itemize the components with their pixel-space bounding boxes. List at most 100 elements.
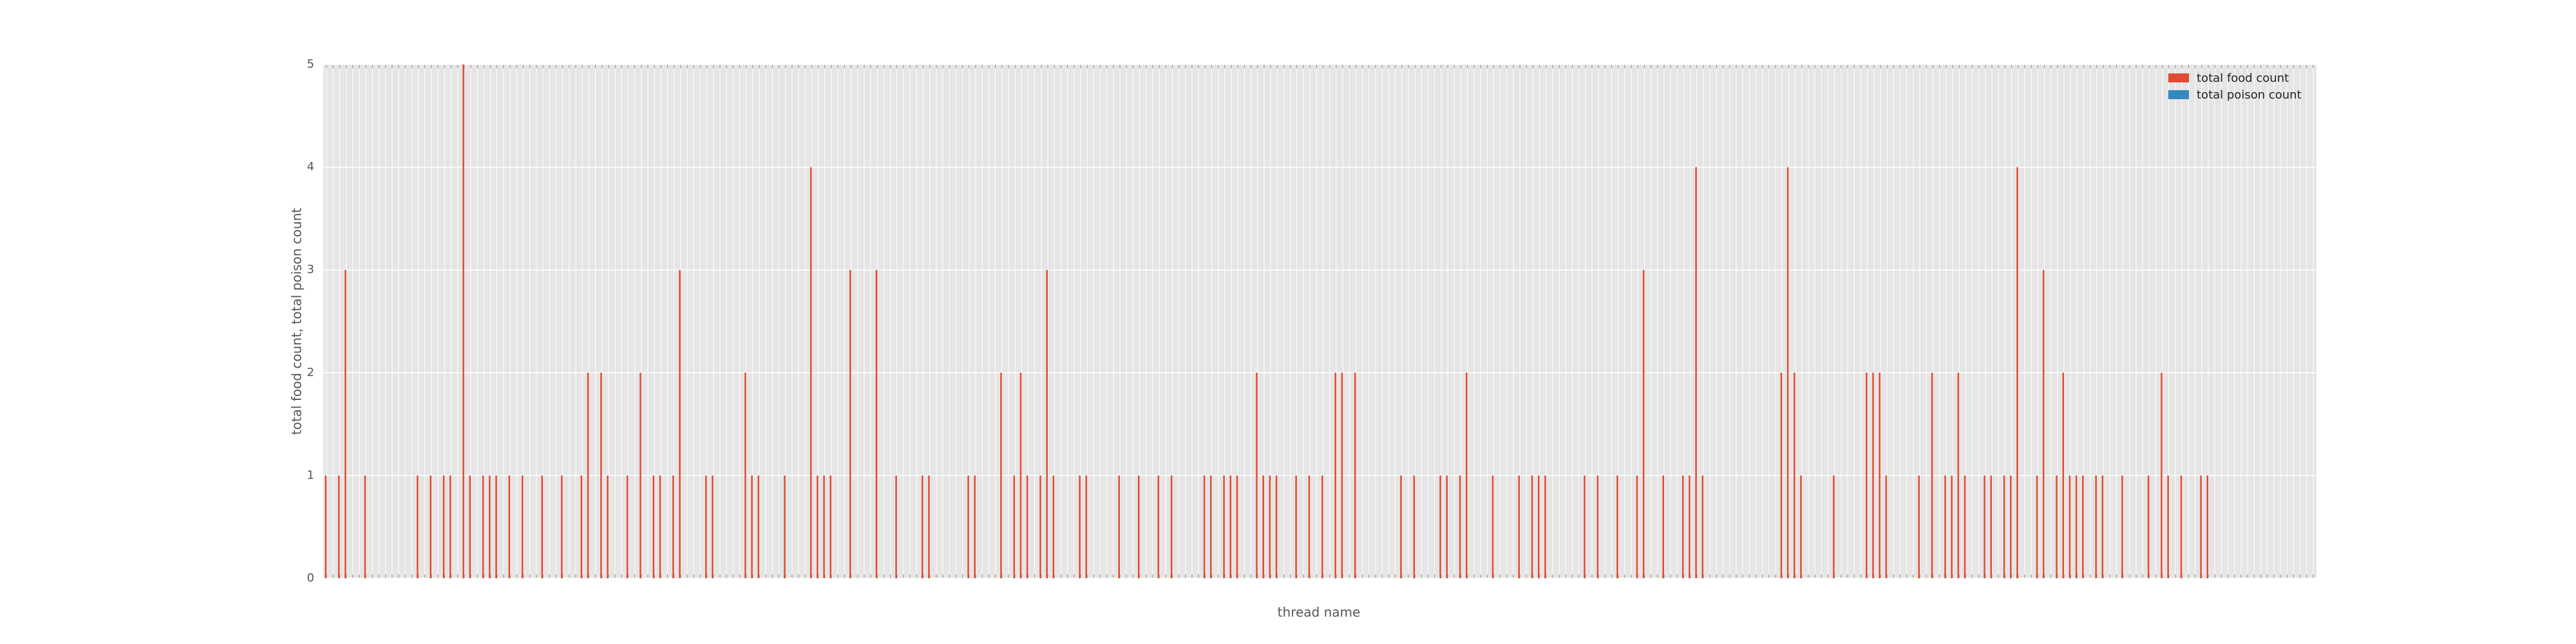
bar [1616, 475, 1618, 578]
bar [1466, 372, 1468, 578]
bar [784, 475, 786, 578]
bar [1492, 475, 1494, 578]
bar [1885, 475, 1888, 578]
bar [2056, 475, 2058, 578]
bar [449, 475, 451, 578]
bar [2042, 270, 2045, 578]
bar [1544, 475, 1546, 578]
bar [337, 475, 340, 578]
bar [705, 475, 707, 578]
x-axis-label: thread name [1278, 605, 1361, 620]
bar [1157, 475, 1160, 578]
bar [659, 475, 661, 578]
bar [325, 475, 327, 578]
bar [1013, 475, 1016, 578]
bar [1203, 475, 1206, 578]
bar [1918, 475, 1920, 578]
bar [672, 475, 674, 578]
y-tick-label: 1 [307, 468, 314, 482]
bar [1794, 372, 1795, 578]
legend-swatch [2168, 73, 2189, 82]
bar [1780, 372, 1783, 578]
bar [417, 475, 419, 578]
bar [489, 475, 491, 578]
bar [2082, 475, 2084, 578]
bar [1701, 475, 1704, 578]
bar [895, 475, 897, 578]
bar [1000, 372, 1002, 578]
bar [2003, 475, 2005, 578]
bar [1866, 372, 1868, 578]
bar [2069, 475, 2071, 578]
bar [1531, 475, 1533, 578]
bar [1085, 475, 1088, 578]
bar [521, 475, 524, 578]
bar [810, 167, 812, 579]
bar [712, 475, 714, 578]
bar [508, 475, 511, 578]
bar [823, 475, 825, 578]
bar [1400, 475, 1402, 578]
bar [1354, 372, 1356, 578]
bar [1518, 475, 1520, 578]
bar [1681, 475, 1684, 578]
bar [1636, 475, 1638, 578]
bar [1786, 167, 1789, 579]
bar [1642, 270, 1645, 578]
bar [2095, 475, 2097, 578]
bar [1800, 475, 1802, 578]
bar [1689, 475, 1690, 578]
bar [2147, 475, 2150, 578]
bar [1046, 270, 1048, 578]
bar [817, 475, 819, 578]
bar [345, 270, 346, 578]
y-axis-label: total food count, total poison count [289, 208, 305, 435]
bar [1584, 475, 1586, 578]
y-tick-label: 4 [307, 160, 314, 174]
bar [2010, 475, 2012, 578]
bar [1052, 475, 1055, 578]
bar [2062, 372, 2065, 578]
bar [1341, 372, 1343, 578]
bar [607, 475, 609, 578]
bar [1957, 372, 1960, 578]
bar [1951, 475, 1953, 578]
bar [587, 372, 589, 578]
bar [1137, 475, 1140, 578]
bar [442, 475, 445, 578]
bar [1695, 167, 1697, 579]
bar [974, 475, 976, 578]
y-tick-label: 0 [307, 571, 314, 585]
bar [757, 475, 760, 578]
bar [652, 475, 655, 578]
bar [541, 475, 544, 578]
bar [2101, 475, 2104, 578]
bar [1229, 475, 1232, 578]
bar [829, 475, 832, 578]
bar [1833, 475, 1835, 578]
bar [1446, 475, 1448, 578]
bar [2161, 372, 2163, 578]
bar [751, 475, 753, 578]
bar [364, 475, 366, 578]
bar [1990, 475, 1993, 578]
bar [1321, 475, 1323, 578]
bar [462, 64, 464, 578]
bar [967, 475, 969, 578]
bar [1236, 475, 1238, 578]
bar [1079, 475, 1081, 578]
legend-swatch [2168, 90, 2189, 99]
bar [1538, 475, 1540, 578]
legend-label: total food count [2197, 71, 2289, 85]
bar [744, 372, 746, 578]
bar [875, 270, 878, 578]
bar [639, 372, 641, 578]
y-tick-label: 2 [307, 366, 314, 379]
bar [1662, 475, 1664, 578]
bar [482, 475, 484, 578]
bar [2036, 475, 2038, 578]
bar [928, 475, 930, 578]
legend-label: total poison count [2197, 88, 2302, 102]
bar [2016, 167, 2018, 579]
bar [1931, 372, 1933, 578]
